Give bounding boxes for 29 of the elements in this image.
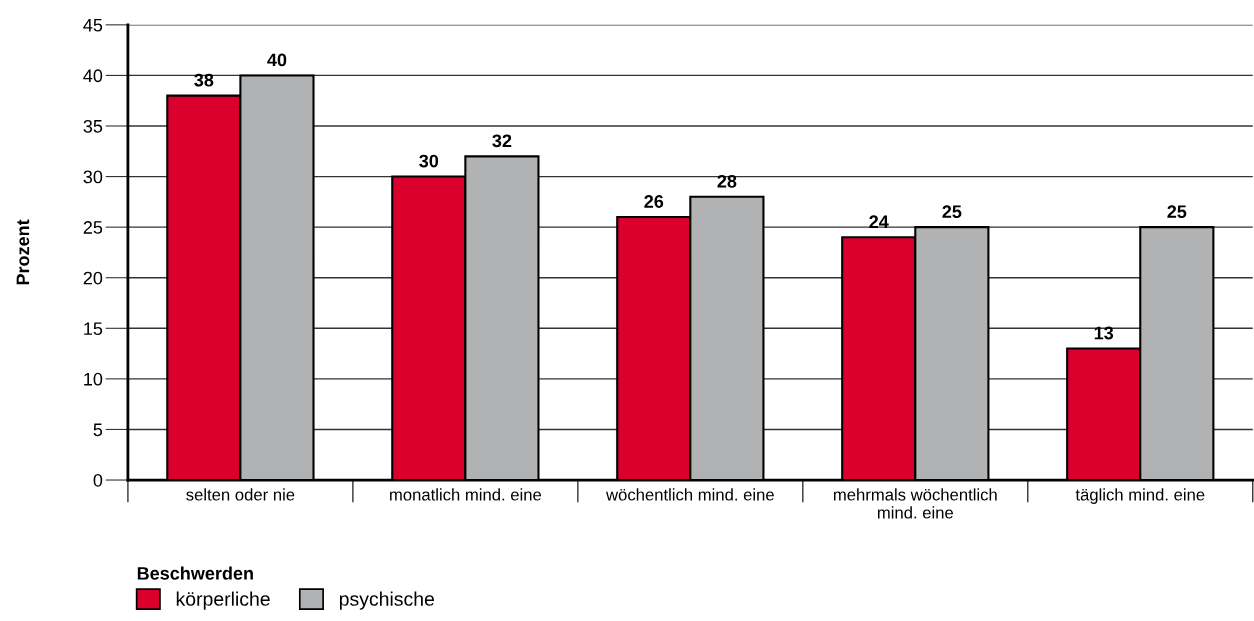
y-tick-label: 40 [83, 69, 103, 83]
data-label: 28 [717, 174, 737, 188]
y-axis-title: Prozent [16, 219, 30, 285]
data-label: 25 [942, 205, 962, 219]
data-label: 24 [869, 215, 889, 228]
y-tick-label: 25 [83, 221, 103, 234]
data-label: 13 [1094, 326, 1114, 340]
legend-title: Beschwerden [137, 566, 253, 580]
data-label: 38 [194, 73, 214, 87]
y-tick-label: 35 [83, 119, 103, 133]
y-tick-label: 45 [83, 18, 103, 32]
y-tick-label: 0 [93, 473, 103, 487]
data-label: 25 [1167, 205, 1187, 219]
y-tick-label: 20 [83, 271, 103, 285]
data-label: 40 [267, 53, 287, 67]
x-tick-label: selten oder nie [186, 488, 295, 501]
y-tick-label: 10 [84, 372, 103, 386]
y-tick-label: 30 [83, 170, 103, 184]
x-tick-label: täglich mind. eine [1075, 488, 1205, 504]
x-tick-label: monatlich mind. eine [390, 488, 542, 501]
legend-label: körperliche [176, 591, 270, 610]
data-label: 30 [419, 154, 439, 168]
data-label: 32 [492, 134, 512, 148]
x-tick-label: wöchentlich mind. eine [606, 488, 774, 501]
data-label: 26 [644, 195, 664, 208]
y-tick-label: 15 [84, 322, 103, 336]
legend-label: psychische [339, 591, 434, 610]
x-tick-label: mehrmals wöchentlich mind. eine [833, 488, 997, 519]
y-tick-label: 5 [93, 423, 103, 437]
